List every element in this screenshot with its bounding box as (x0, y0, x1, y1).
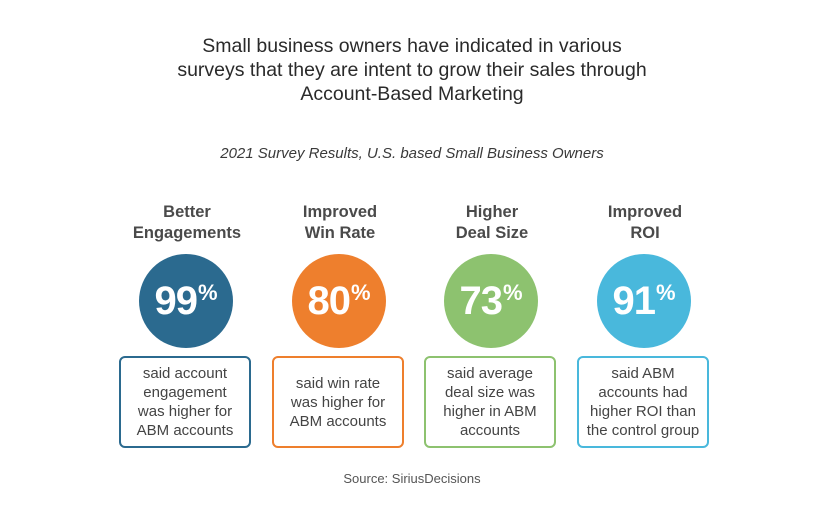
stat-circle: 99% (139, 254, 233, 348)
stat-description: said win rate was higher for ABM account… (272, 356, 404, 448)
stat-value: 99 (154, 278, 197, 323)
stat-unit: % (655, 280, 676, 305)
title-line-1: Small business owners have indicated in … (202, 35, 622, 57)
stat-value: 91 (612, 278, 655, 323)
stat-value: 73 (459, 278, 502, 323)
stat-unit: % (502, 280, 523, 305)
stat-circle: 91% (597, 254, 691, 348)
stat-card-deal-size: Higher Deal Size 73% said average deal s… (424, 202, 560, 448)
stat-card-engagements: Better Engagements 99% said account enga… (119, 202, 255, 448)
stat-value: 80 (307, 278, 350, 323)
stat-card-win-rate: Improved Win Rate 80% said win rate was … (272, 202, 408, 448)
stat-unit: % (350, 280, 371, 305)
page-subtitle: 2021 Survey Results, U.S. based Small Bu… (220, 145, 604, 162)
stat-description: said account engagement was higher for A… (119, 356, 251, 448)
source-caption: Source: SiriusDecisions (343, 471, 481, 486)
page-title: Small business owners have indicated in … (0, 34, 824, 106)
stat-unit: % (197, 280, 218, 305)
stat-heading: Improved ROI (607, 203, 683, 242)
stat-heading: Improved Win Rate (302, 203, 378, 242)
stat-description: said ABM accounts had higher ROI than th… (577, 356, 709, 448)
stat-card-roi: Improved ROI 91% said ABM accounts had h… (577, 202, 713, 448)
stat-heading: Higher Deal Size (455, 203, 529, 242)
stat-heading: Better Engagements (132, 203, 242, 242)
title-line-3: Account-Based Marketing (300, 83, 524, 105)
stat-description: said average deal size was higher in ABM… (424, 356, 556, 448)
title-line-2: surveys that they are intent to grow the… (177, 59, 647, 81)
stat-circle: 80% (292, 254, 386, 348)
stat-circle: 73% (444, 254, 538, 348)
